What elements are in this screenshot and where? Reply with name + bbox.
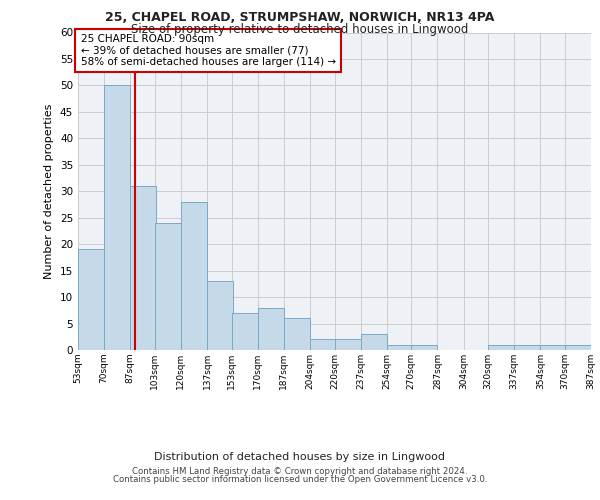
Bar — [541, 344, 566, 350]
Bar — [335, 340, 361, 350]
Bar — [155, 223, 181, 350]
Bar — [284, 318, 310, 350]
Bar — [565, 344, 591, 350]
Bar — [411, 344, 437, 350]
Text: 25, CHAPEL ROAD, STRUMPSHAW, NORWICH, NR13 4PA: 25, CHAPEL ROAD, STRUMPSHAW, NORWICH, NR… — [106, 11, 494, 24]
Text: Distribution of detached houses by size in Lingwood: Distribution of detached houses by size … — [155, 452, 445, 462]
Bar — [181, 202, 207, 350]
Text: Contains public sector information licensed under the Open Government Licence v3: Contains public sector information licen… — [113, 475, 487, 484]
Bar — [514, 344, 541, 350]
Bar — [361, 334, 387, 350]
Bar — [78, 250, 104, 350]
Bar — [310, 340, 336, 350]
Bar — [130, 186, 157, 350]
Text: Size of property relative to detached houses in Lingwood: Size of property relative to detached ho… — [131, 22, 469, 36]
Bar — [387, 344, 413, 350]
Text: Contains HM Land Registry data © Crown copyright and database right 2024.: Contains HM Land Registry data © Crown c… — [132, 467, 468, 476]
Bar — [232, 313, 258, 350]
Bar — [258, 308, 284, 350]
Bar — [104, 86, 130, 350]
Bar — [207, 281, 233, 350]
Y-axis label: Number of detached properties: Number of detached properties — [44, 104, 55, 279]
Text: 25 CHAPEL ROAD: 90sqm
← 39% of detached houses are smaller (77)
58% of semi-deta: 25 CHAPEL ROAD: 90sqm ← 39% of detached … — [80, 34, 335, 68]
Bar — [488, 344, 514, 350]
